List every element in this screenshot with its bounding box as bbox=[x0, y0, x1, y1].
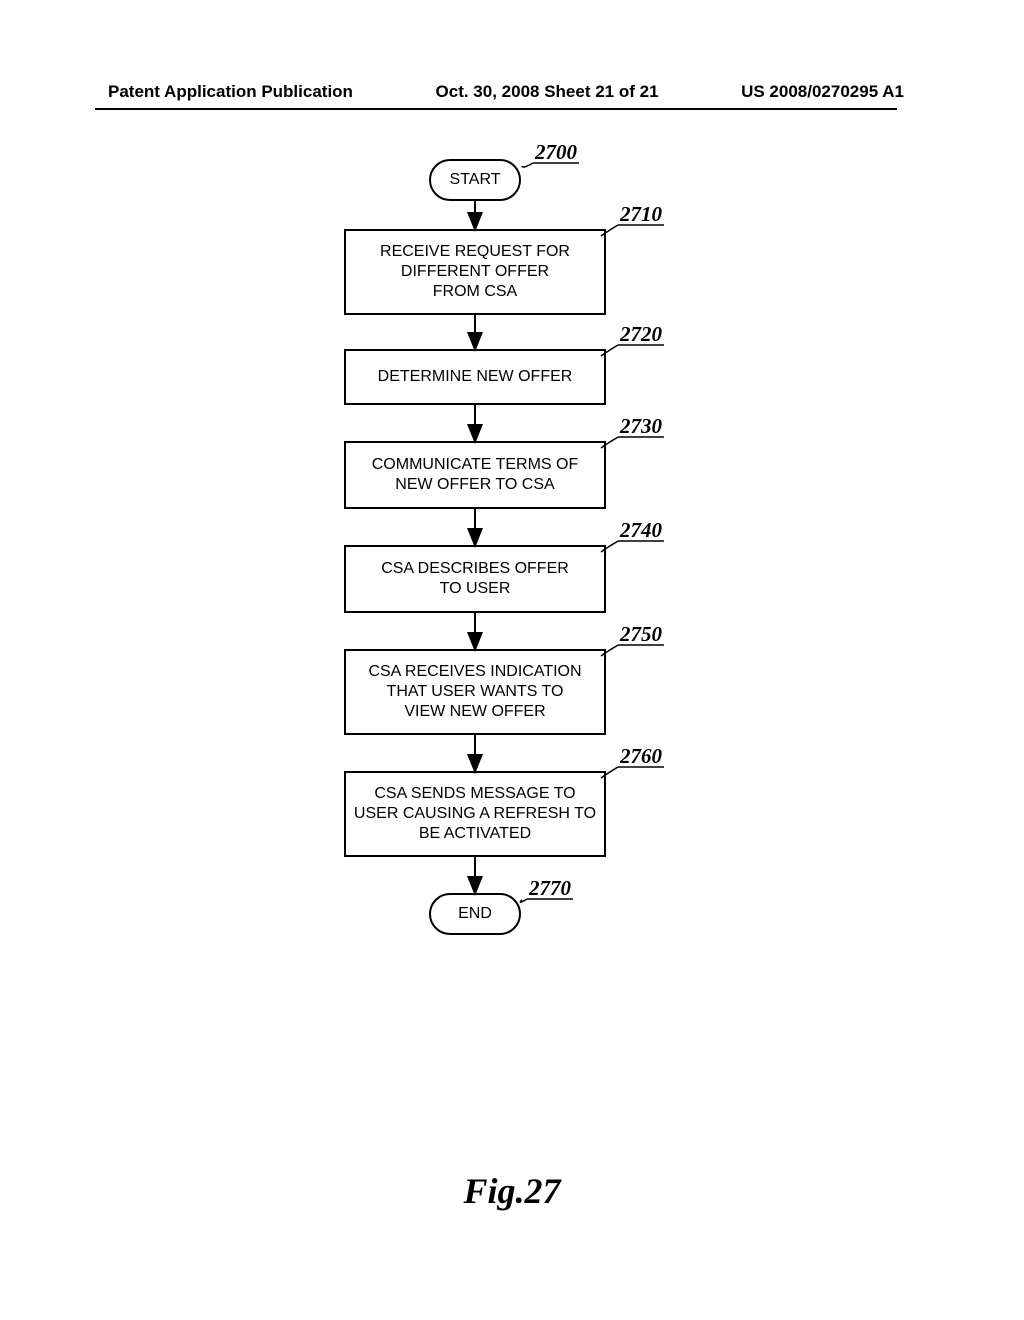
node-text: DETERMINE NEW OFFER bbox=[378, 368, 573, 385]
node-n6: CSA SENDS MESSAGE TO USER CAUSING A REFRE… bbox=[345, 744, 664, 856]
node-end: END 2770 bbox=[430, 876, 573, 934]
node-n3: COMMUNICATE TERMS OF NEW OFFER TO CSA 2730 bbox=[345, 414, 664, 508]
node-text: BE ACTIVATED bbox=[419, 825, 531, 842]
page-header: Patent Application Publication Oct. 30, … bbox=[0, 82, 1024, 102]
ref-label: 2740 bbox=[619, 518, 663, 542]
node-n2: DETERMINE NEW OFFER 2720 bbox=[345, 322, 664, 404]
header-center: Oct. 30, 2008 Sheet 21 of 21 bbox=[436, 82, 659, 102]
node-start: START 2700 bbox=[430, 140, 579, 200]
ref-label: 2730 bbox=[619, 414, 663, 438]
ref-label: 2770 bbox=[528, 876, 572, 900]
ref-label: 2720 bbox=[619, 322, 663, 346]
node-text: THAT USER WANTS TO bbox=[387, 683, 564, 700]
ref-label: 2710 bbox=[619, 202, 663, 226]
node-n1: RECEIVE REQUEST FOR DIFFERENT OFFER FROM C… bbox=[345, 202, 664, 314]
page: Patent Application Publication Oct. 30, … bbox=[0, 0, 1024, 1320]
node-text: START bbox=[450, 171, 501, 188]
node-n4: CSA DESCRIBES OFFER TO USER 2740 bbox=[345, 518, 664, 612]
header-right: US 2008/0270295 A1 bbox=[741, 82, 904, 102]
ref-label: 2750 bbox=[619, 622, 663, 646]
node-text: CSA RECEIVES INDICATION bbox=[368, 663, 581, 680]
flowchart: START 2700 RECEIVE REQUEST FOR DIFFERENT OF… bbox=[0, 140, 1024, 1170]
node-text: CSA SENDS MESSAGE TO bbox=[374, 785, 575, 802]
node-text: CSA DESCRIBES OFFER bbox=[381, 560, 569, 577]
node-text: TO USER bbox=[440, 580, 511, 597]
node-text: COMMUNICATE TERMS OF bbox=[372, 456, 579, 473]
node-text: END bbox=[458, 905, 492, 922]
node-text: USER CAUSING A REFRESH TO bbox=[354, 805, 596, 822]
ref-label: 2700 bbox=[534, 140, 578, 164]
node-n5: CSA RECEIVES INDICATION THAT USER WANTS T… bbox=[345, 622, 664, 734]
ref-label: 2760 bbox=[619, 744, 663, 768]
node-text: RECEIVE REQUEST FOR bbox=[380, 243, 570, 260]
node-text: VIEW NEW OFFER bbox=[404, 703, 545, 720]
header-left: Patent Application Publication bbox=[108, 82, 353, 102]
node-text: DIFFERENT OFFER bbox=[401, 263, 549, 280]
figure-label: Fig.27 bbox=[0, 1170, 1024, 1212]
node-text: NEW OFFER TO CSA bbox=[395, 476, 555, 493]
header-rule bbox=[95, 108, 897, 110]
node-text: FROM CSA bbox=[433, 283, 518, 300]
